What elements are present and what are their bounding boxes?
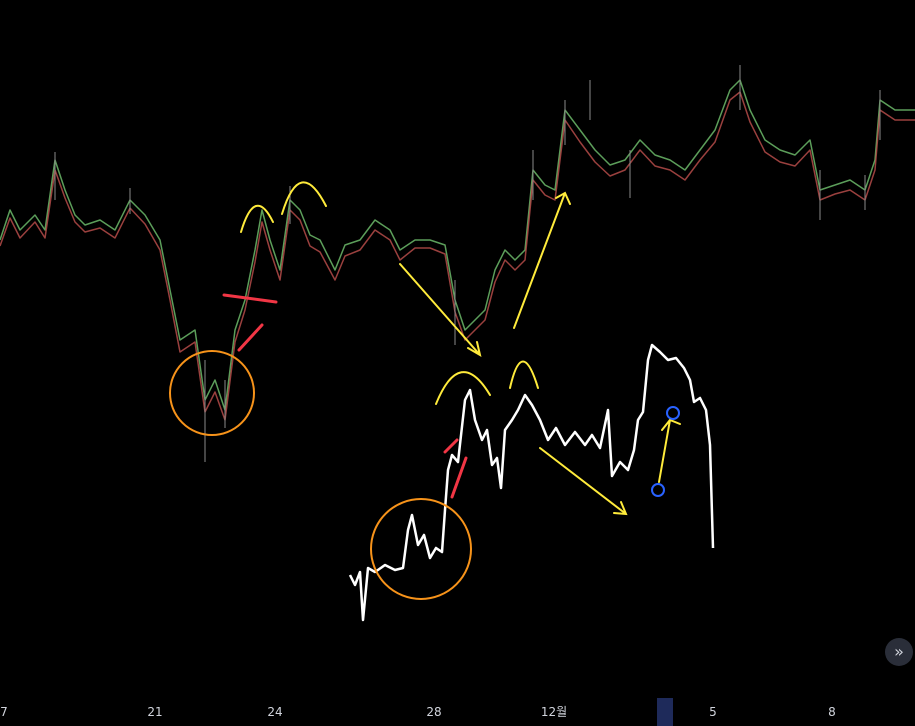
orange-circle [169, 350, 255, 436]
x-axis-label: 28 [426, 705, 441, 719]
white-line [348, 343, 715, 622]
x-axis-label: 24 [267, 705, 282, 719]
x-axis-label: 5 [709, 705, 717, 719]
candles-green [0, 79, 915, 411]
x-axis-label: 21 [147, 705, 162, 719]
x-axis-label: 8 [828, 705, 836, 719]
annotations [169, 181, 681, 600]
price-candles [0, 65, 915, 462]
x-axis-label: 12월 [541, 705, 567, 719]
orange-circle [370, 498, 472, 600]
yellow-arc [240, 181, 539, 405]
x-axis-label: 7 [0, 705, 8, 719]
blue-marker [666, 406, 680, 420]
x-axis: 7 21 24 28 12월 5 8 [0, 705, 836, 719]
axis-highlight [657, 698, 673, 726]
button-label[interactable]: » [894, 642, 904, 661]
red-line [222, 293, 468, 499]
blue-marker [651, 483, 665, 497]
candle-wicks [54, 65, 881, 462]
button-bg[interactable] [885, 638, 913, 666]
candles-red [0, 91, 915, 421]
yellow-arrow [399, 191, 681, 516]
scroll-to-latest-button[interactable]: » [885, 638, 913, 666]
